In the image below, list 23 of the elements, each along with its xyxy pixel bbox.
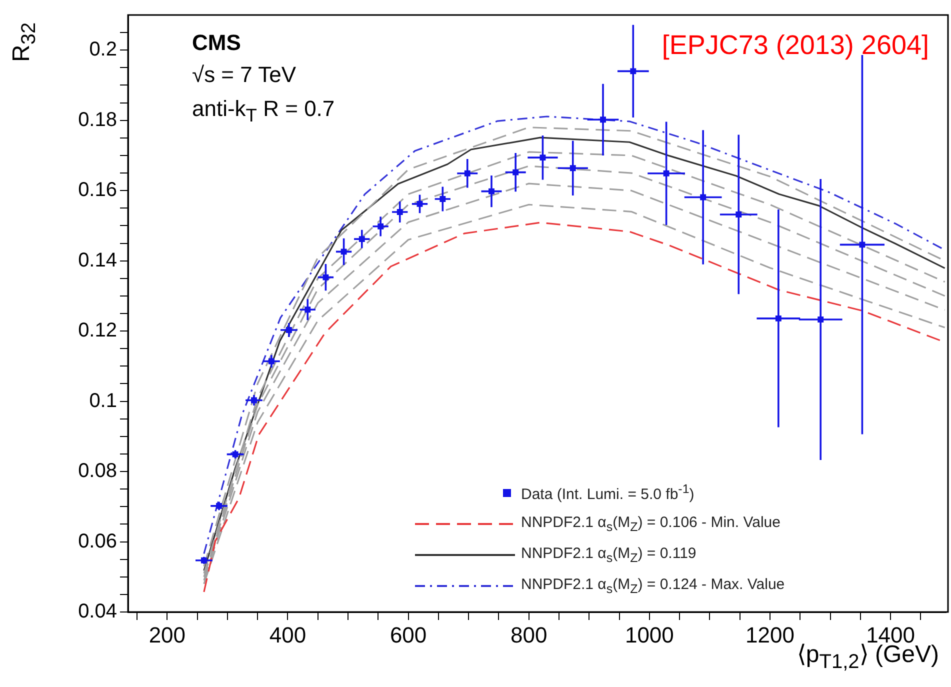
- x-tick-label: 800: [510, 622, 548, 648]
- y-tick-label: 0.14: [78, 249, 117, 272]
- x-tick-label: 1200: [746, 622, 794, 648]
- x-tick-label: 200: [148, 622, 186, 648]
- annotation: CMS: [192, 30, 241, 56]
- legend-label: Data (Int. Lumi. = 5.0 fb$^{-1}$): [521, 482, 694, 503]
- annotation: [EPJC73 (2013) 2604]: [662, 30, 929, 61]
- legend-label: NNPDF2.1 α$_{s}$(M$_{Z}$) = 0.124 - Max. Value: [521, 576, 785, 596]
- y-tick-label: 0.04: [78, 600, 117, 623]
- x-tick-label: 1000: [624, 622, 674, 648]
- y-tick-label: 0.2: [89, 38, 117, 61]
- y-tick-label: 0.06: [78, 530, 117, 552]
- legend-label: NNPDF2.1 α$_{s}$(M$_{Z}$) = 0.106 - Min. Value: [521, 514, 780, 534]
- y-tick-label: 0.08: [78, 460, 117, 482]
- annotation: √s = 7 TeV: [192, 62, 296, 88]
- legend-label: NNPDF2.1 α$_{s}$(M$_{Z}$) = 0.119: [521, 544, 696, 564]
- y-tick-label: 0.18: [78, 108, 117, 131]
- y-tick-label: 0.12: [78, 320, 117, 342]
- y-tick-label: 0.16: [78, 179, 117, 202]
- annotation: anti-k$_{T}$ R = 0.7: [192, 96, 335, 126]
- y-tick-label: 0.1: [89, 390, 117, 412]
- x-tick-label: 400: [269, 622, 306, 648]
- x-tick-label: 600: [390, 622, 427, 648]
